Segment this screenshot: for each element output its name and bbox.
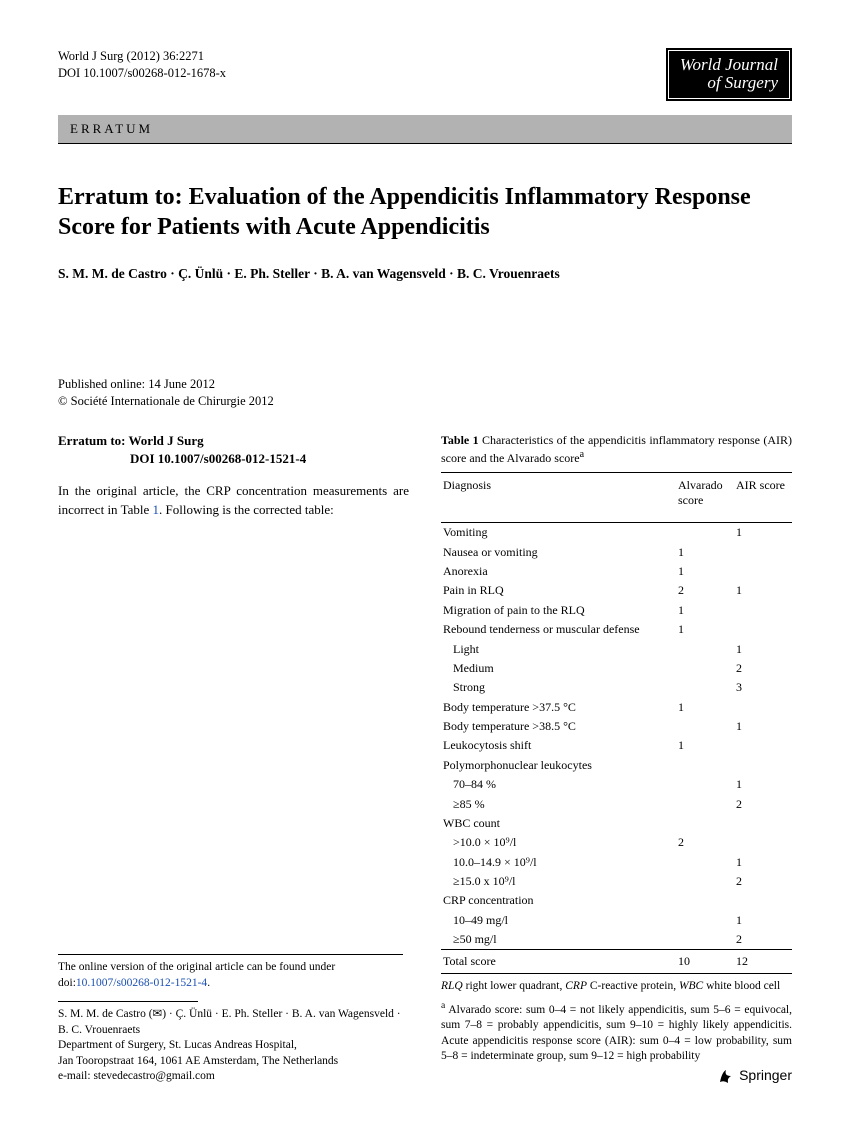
table-row: Polymorphonuclear leukocytes	[441, 756, 792, 775]
erratum-reference: Erratum to: World J Surg DOI 10.1007/s00…	[58, 432, 409, 468]
table-row: Rebound tenderness or muscular defense1	[441, 620, 792, 639]
springer-icon	[717, 1067, 735, 1085]
col-air: AIR score	[734, 473, 792, 523]
citation-line: World J Surg (2012) 36:2271	[58, 48, 226, 65]
table-row: Anorexia1	[441, 562, 792, 581]
left-footer: The online version of the original artic…	[58, 954, 403, 1085]
copyright: © Société Internationale de Chirurgie 20…	[58, 393, 792, 410]
table-row: WBC count	[441, 814, 792, 833]
table-row: Nausea or vomiting1	[441, 542, 792, 561]
online-version-note: The online version of the original artic…	[58, 960, 403, 991]
table-footnote-a: a Alvarado score: sum 0–4 = not likely a…	[441, 1000, 792, 1065]
table-row: ≥15.0 x 10⁹/l2	[441, 872, 792, 891]
table-row: >10.0 × 10⁹/l2	[441, 833, 792, 852]
affiliation-dept: Department of Surgery, St. Lucas Andreas…	[58, 1038, 403, 1054]
table-row: Light1	[441, 639, 792, 658]
divider	[58, 1001, 198, 1002]
publication-info: Published online: 14 June 2012 © Société…	[58, 376, 792, 410]
table-row: 10–49 mg/l1	[441, 911, 792, 930]
affiliation-address: Jan Tooropstraat 164, 1061 AE Amsterdam,…	[58, 1054, 403, 1070]
table-row: ≥85 %2	[441, 794, 792, 813]
table-row: 10.0–14.9 × 10⁹/l1	[441, 852, 792, 871]
table-row: CRP concentration	[441, 891, 792, 910]
author-list: S. M. M. de Castro · Ç. Ünlü · E. Ph. St…	[58, 264, 792, 284]
erratum-body: In the original article, the CRP concent…	[58, 482, 409, 520]
journal-logo: World Journal of Surgery	[666, 48, 792, 101]
col-alvarado: Alvarado score	[676, 473, 734, 523]
table-row: 70–84 %1	[441, 775, 792, 794]
published-online: Published online: 14 June 2012	[58, 376, 792, 393]
table-row: Body temperature >38.5 °C1	[441, 717, 792, 736]
col-diagnosis: Diagnosis	[441, 473, 676, 523]
table-row: Body temperature >37.5 °C1	[441, 697, 792, 716]
right-column: Table 1 Characteristics of the appendici…	[441, 432, 792, 1065]
table-row: Medium2	[441, 659, 792, 678]
section-bar: ERRATUM	[58, 115, 792, 144]
publisher-mark: Springer	[717, 1067, 792, 1085]
doi-line: DOI 10.1007/s00268-012-1678-x	[58, 65, 226, 82]
table-row: Leukocytosis shift1	[441, 736, 792, 755]
table-abbreviations: RLQ right lower quadrant, CRP C-reactive…	[441, 979, 792, 995]
table-row: Migration of pain to the RLQ1	[441, 601, 792, 620]
corresponding-authors: S. M. M. de Castro (✉) · Ç. Ünlü · E. Ph…	[58, 1007, 403, 1038]
score-table: Diagnosis Alvarado score AIR score Vomit…	[441, 472, 792, 974]
divider	[58, 954, 403, 955]
page-header: World J Surg (2012) 36:2271 DOI 10.1007/…	[58, 48, 792, 101]
table-caption: Table 1 Characteristics of the appendici…	[441, 432, 792, 466]
table-row: Pain in RLQ21	[441, 581, 792, 600]
table-row: Vomiting1	[441, 523, 792, 543]
table-total-row: Total score1012	[441, 950, 792, 974]
article-title: Erratum to: Evaluation of the Appendicit…	[58, 182, 792, 242]
citation: World J Surg (2012) 36:2271 DOI 10.1007/…	[58, 48, 226, 82]
original-doi-link[interactable]: 10.1007/s00268-012-1521-4	[76, 977, 207, 989]
contact-email: e-mail: stevedecastro@gmail.com	[58, 1069, 403, 1085]
table-row: ≥50 mg/l2	[441, 930, 792, 950]
table-row: Strong3	[441, 678, 792, 697]
